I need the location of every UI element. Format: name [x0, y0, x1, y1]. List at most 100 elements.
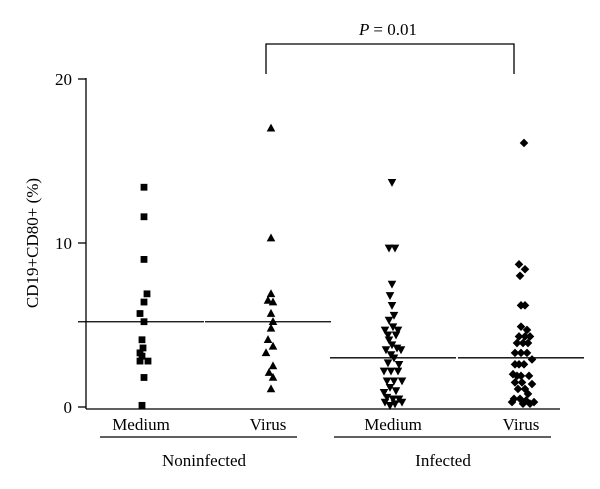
data-point-diamond: [516, 371, 526, 381]
data-point-triangle-down: [396, 346, 406, 355]
data-point-triangle-down: [385, 384, 395, 392]
data-point-triangle-down: [384, 316, 394, 325]
data-point-triangle-up: [268, 361, 278, 370]
data-point-triangle-up: [264, 367, 274, 376]
data-point-diamond: [529, 397, 539, 407]
y-axis-label: CD19+CD80+ (%): [23, 178, 42, 308]
data-point-triangle-down: [386, 367, 396, 376]
group-label-infected: Infected: [415, 451, 471, 470]
data-point-triangle-down: [385, 402, 395, 410]
x-category-label-3: Medium: [364, 415, 422, 434]
data-point-square: [136, 357, 144, 365]
data-point-diamond: [527, 355, 537, 364]
data-point-square: [140, 183, 148, 191]
data-point-triangle-up: [266, 323, 276, 332]
data-point-diamond: [514, 260, 524, 269]
data-point-triangle-down: [397, 377, 407, 386]
data-point-triangle-down: [388, 395, 398, 404]
data-point-triangle-up: [268, 372, 278, 381]
data-point-triangle-down: [379, 388, 389, 397]
data-point-diamond: [507, 397, 517, 407]
data-point-triangle-down: [383, 359, 393, 368]
data-point-square: [140, 298, 148, 306]
data-point-diamond: [522, 325, 532, 335]
data-point-square: [139, 344, 147, 352]
data-point-triangle-down: [388, 323, 398, 332]
data-point-diamond: [517, 378, 527, 387]
data-point-square: [140, 374, 148, 381]
significance-annotation: P = 0.01: [265, 20, 515, 74]
data-point-triangle-down: [391, 331, 401, 340]
data-point-square: [136, 310, 144, 317]
data-point-diamond: [519, 360, 529, 369]
data-point-diamond: [510, 378, 520, 387]
data-point-triangle-down: [389, 311, 399, 320]
data-point-diamond: [514, 332, 524, 341]
data-point-square: [140, 256, 148, 263]
data-point-triangle-down: [387, 179, 397, 187]
data-point-diamond: [518, 338, 528, 348]
data-point-square: [138, 401, 146, 409]
data-point-triangle-down: [391, 387, 401, 396]
y-tick-label-0: 0: [64, 398, 73, 417]
data-point-diamond: [510, 348, 520, 358]
data-point-triangle-up: [266, 123, 276, 132]
data-point-diamond: [516, 322, 526, 331]
data-point-triangle-up: [266, 289, 276, 298]
data-point-square: [144, 357, 152, 365]
p-value-label: P = 0.01: [358, 20, 417, 39]
y-tick-label-20: 20: [55, 70, 72, 89]
data-point-triangle-down: [389, 354, 399, 363]
data-point-diamond: [520, 332, 530, 341]
data-point-triangle-down: [384, 244, 394, 253]
data-point-triangle-up: [268, 297, 278, 306]
data-point-triangle-down: [390, 244, 400, 253]
data-point-triangle-down: [389, 377, 399, 386]
data-point-triangle-down: [383, 331, 393, 340]
data-point-triangle-up: [266, 384, 276, 393]
x-category-label-1: Medium: [112, 415, 170, 434]
data-point-diamond: [515, 394, 525, 404]
data-point-diamond: [520, 384, 530, 394]
x-axis-category-labels: Medium Virus Medium Virus: [112, 415, 539, 434]
data-point-triangle-down: [382, 377, 392, 386]
y-tick-label-10: 10: [55, 234, 72, 253]
data-point-diamond: [509, 394, 519, 404]
data-point-triangle-down: [387, 302, 397, 310]
data-point-diamond: [513, 384, 523, 394]
data-point-triangle-down: [381, 346, 391, 355]
data-point-triangle-up: [261, 348, 271, 357]
y-axis-ticks: 0 10 20: [55, 70, 86, 417]
data-point-triangle-down: [384, 336, 394, 345]
data-point-diamond: [516, 348, 526, 358]
data-point-diamond: [512, 338, 522, 348]
data-point-square: [140, 318, 148, 326]
data-point-diamond: [514, 360, 524, 369]
data-point-triangle-down: [397, 398, 407, 407]
data-point-triangle-down: [379, 367, 389, 376]
median-lines: [78, 321, 584, 359]
data-point-triangle-up: [268, 317, 278, 326]
data-point-diamond: [527, 379, 537, 389]
data-point-diamond: [523, 338, 533, 348]
data-point-triangle-down: [393, 367, 403, 376]
data-point-square: [138, 336, 146, 344]
p-value-symbol: P: [358, 20, 369, 39]
data-point-diamond: [520, 264, 530, 274]
x-category-label-2: Virus: [250, 415, 287, 434]
data-point-diamond: [515, 271, 525, 281]
data-point-diamond: [521, 396, 531, 405]
data-point-diamond: [508, 369, 518, 379]
data-point-triangle-down: [387, 280, 397, 289]
p-value-number: = 0.01: [373, 20, 417, 39]
data-point-triangle-down: [380, 398, 390, 407]
data-point-diamond: [525, 399, 535, 409]
data-point-triangle-down: [385, 292, 395, 301]
data-point-square: [140, 213, 148, 221]
data-point-triangle-down: [387, 341, 397, 350]
data-point-diamond: [523, 389, 533, 399]
data-point-diamond: [519, 138, 529, 148]
group-label-noninfected: Noninfected: [162, 451, 247, 470]
data-point-diamond: [518, 399, 528, 409]
